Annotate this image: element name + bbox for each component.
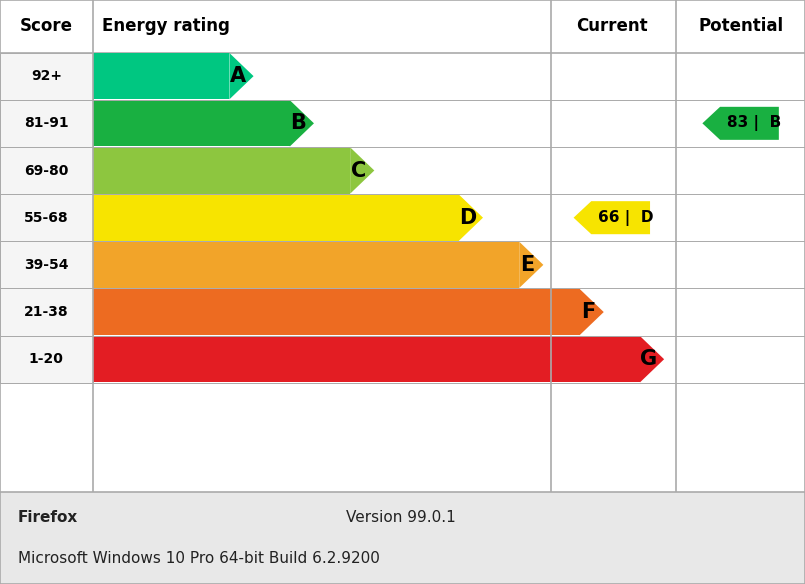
Text: 66 |  D: 66 | D [598,210,653,225]
Bar [93,242,519,288]
Bar [93,100,290,147]
Bar [93,147,350,194]
Polygon shape [640,336,664,383]
Text: F: F [581,302,595,322]
Text: 69-80: 69-80 [24,164,68,178]
Polygon shape [519,242,543,288]
Polygon shape [702,107,779,140]
Text: B: B [291,113,306,133]
Text: Firefox: Firefox [18,510,78,525]
Polygon shape [290,100,314,147]
Bar [93,194,459,241]
Text: 39-54: 39-54 [24,258,68,272]
Text: Score: Score [20,18,72,35]
Polygon shape [459,194,483,241]
Text: E: E [521,255,535,275]
Text: Potential: Potential [698,18,783,35]
Bar [93,336,640,383]
Text: Energy rating: Energy rating [102,18,230,35]
Bar [0,336,93,383]
Bar [0,241,93,288]
Polygon shape [350,147,374,194]
Bar [0,194,93,241]
Polygon shape [573,201,650,234]
Text: G: G [640,349,657,369]
Text: 21-38: 21-38 [24,305,68,319]
Bar [0,147,93,194]
Text: D: D [459,208,476,228]
Bar [0,53,93,100]
Text: 83 |  B: 83 | B [727,115,782,131]
Text: 55-68: 55-68 [24,211,68,225]
Text: 92+: 92+ [31,69,62,83]
Text: Current: Current [576,18,647,35]
Text: A: A [229,66,246,86]
Text: C: C [351,161,366,180]
Bar [0,100,93,147]
Bar [93,289,580,335]
Polygon shape [580,289,604,335]
Text: 81-91: 81-91 [24,116,68,130]
Polygon shape [229,53,254,99]
Text: 1-20: 1-20 [29,352,64,366]
Bar [93,53,229,99]
Bar [0,288,93,336]
Text: Version 99.0.1: Version 99.0.1 [346,510,456,525]
Text: Microsoft Windows 10 Pro 64-bit Build 6.2.9200: Microsoft Windows 10 Pro 64-bit Build 6.… [18,551,380,566]
